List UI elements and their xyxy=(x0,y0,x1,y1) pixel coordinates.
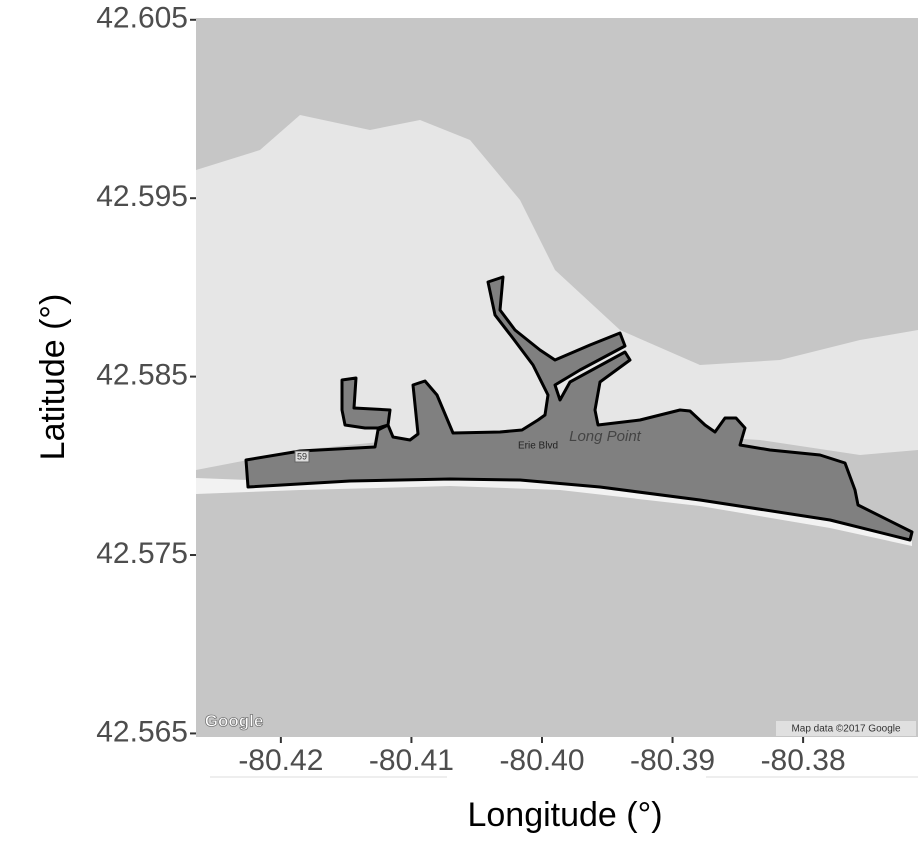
place-label: Long Point xyxy=(569,428,642,445)
y-tick-label: 42.585 xyxy=(96,359,188,392)
x-tick-label: -80.42 xyxy=(238,744,323,777)
chart: 59 Erie Blvd Long Point Google Map data … xyxy=(0,0,920,841)
y-tick-label: 42.595 xyxy=(96,180,188,213)
x-tick-label: -80.41 xyxy=(369,744,454,777)
x-tick-label: -80.38 xyxy=(761,744,846,777)
y-tick-label: 42.575 xyxy=(96,537,188,570)
logo: Google xyxy=(205,711,264,730)
x-tick-label: -80.40 xyxy=(499,744,584,777)
route-label: 59 xyxy=(297,451,307,461)
x-axis-title: Longitude (°) xyxy=(467,796,662,834)
x-tick-label: -80.39 xyxy=(630,744,715,777)
attribution: Map data ©2017 Google xyxy=(791,724,901,735)
y-tick-label: 42.565 xyxy=(96,715,188,748)
map-background: 59 Erie Blvd Long Point Google Map data … xyxy=(196,18,918,737)
street-label: Erie Blvd xyxy=(518,441,558,452)
y-tick-label: 42.605 xyxy=(96,2,188,35)
y-axis-title: Latitude (°) xyxy=(34,294,72,461)
page: 59 Erie Blvd Long Point Google Map data … xyxy=(0,0,920,841)
